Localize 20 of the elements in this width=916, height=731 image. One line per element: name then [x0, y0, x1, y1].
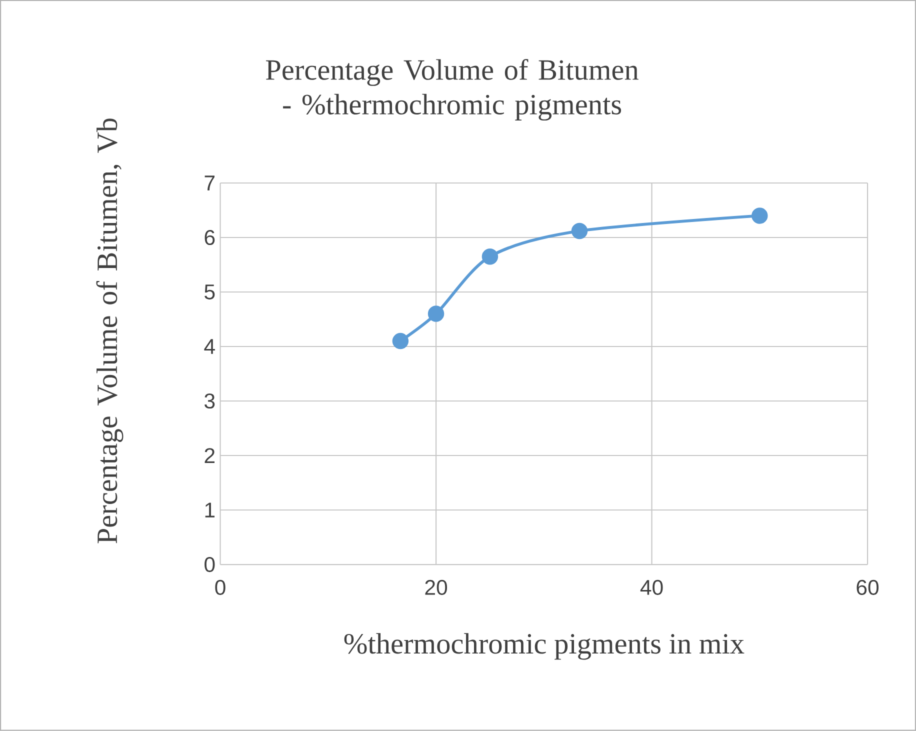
x-axis-title: %thermochromic pigments in mix: [344, 633, 744, 660]
y-axis-title: Percentage Volume of Bitumen, Vb: [96, 118, 124, 544]
x-tick-label: 60: [856, 580, 879, 596]
x-tick-label: 0: [215, 580, 226, 596]
point: [571, 222, 588, 240]
point: [428, 306, 444, 322]
point: [392, 332, 409, 350]
y-tick-label: 4: [204, 339, 215, 354]
y-tick-label: 5: [204, 284, 215, 300]
y-tick-label: 1: [205, 502, 215, 518]
y-tick-label: 6: [204, 230, 215, 246]
y-tick-label: 3: [204, 394, 215, 409]
y-tick-label: 2: [204, 448, 215, 464]
x-tick-label: 40: [640, 580, 663, 596]
y-tick-label: 7: [204, 176, 215, 190]
x-tick-label: 20: [425, 580, 448, 596]
chart-title: Percentage Volume of Bitumen - %thermochromic pigments: [266, 59, 638, 121]
point: [752, 208, 768, 224]
y-tick-label: 0: [204, 557, 215, 572]
point: [482, 248, 498, 265]
